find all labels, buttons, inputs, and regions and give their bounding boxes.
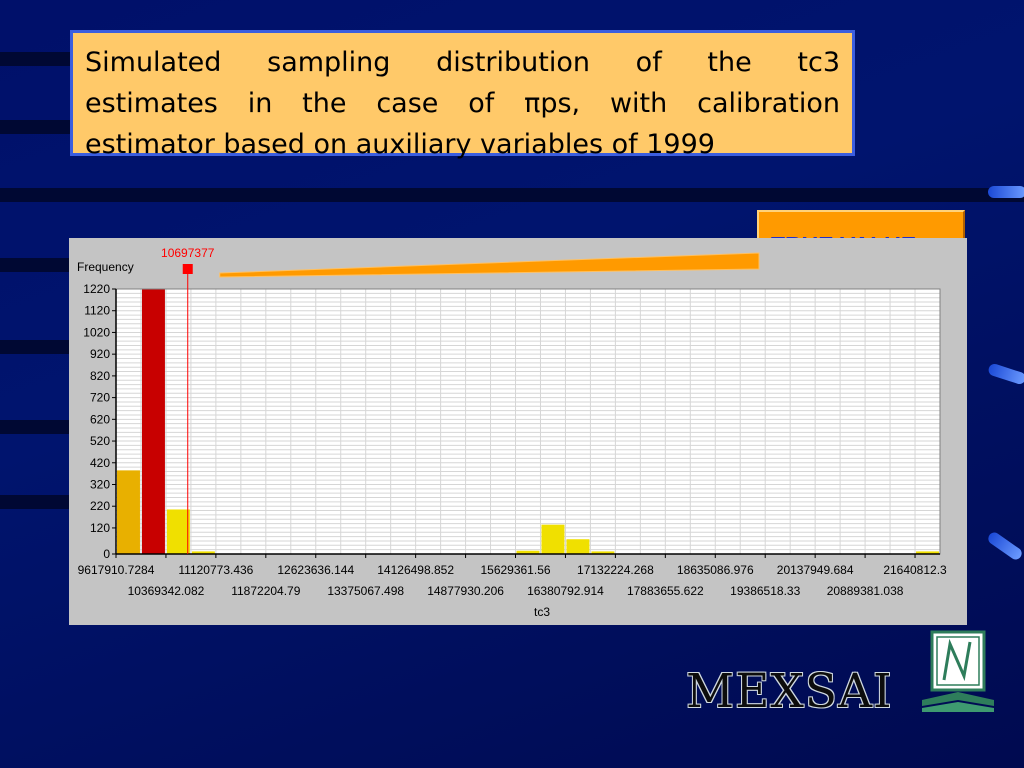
x-tick-label: 14877930.206	[427, 584, 504, 598]
mexsai-logo: MEXSAI	[686, 664, 893, 719]
x-tick-label: 14126498.852	[377, 563, 454, 577]
decor-blob	[987, 362, 1024, 386]
y-tick-label: 520	[90, 434, 110, 448]
true-value-marker-label: 10697377	[161, 246, 215, 260]
y-tick-label: 620	[90, 412, 110, 426]
y-axis-title: Frequency	[77, 260, 134, 274]
x-axis-title: tc3	[534, 605, 550, 619]
x-tick-label: 12623636.144	[277, 563, 354, 577]
histogram-bar	[166, 509, 190, 554]
decor-stripe	[0, 52, 70, 66]
mexsai-emblem-icon	[922, 630, 994, 712]
x-tick-label: 10369342.082	[128, 584, 205, 598]
x-tick-label: 11872204.79	[231, 584, 301, 598]
decor-blob	[988, 186, 1024, 198]
x-tick-label: 15629361.56	[480, 563, 550, 577]
x-tick-label: 20889381.038	[827, 584, 904, 598]
y-tick-label: 120	[90, 521, 110, 535]
histogram-bar	[516, 550, 540, 554]
y-tick-label: 820	[90, 369, 110, 383]
decor-stripe	[0, 120, 70, 134]
x-tick-label: 20137949.684	[777, 563, 854, 577]
plot-area	[116, 289, 940, 554]
y-tick-label: 1120	[84, 304, 110, 318]
y-tick-label: 320	[90, 477, 110, 491]
y-tick-label: 1220	[83, 282, 110, 296]
x-tick-label: 11120773.436	[178, 563, 253, 577]
decor-stripe	[0, 420, 70, 434]
histogram-bar	[591, 551, 615, 554]
decor-stripe	[0, 258, 70, 272]
histogram-bar	[191, 551, 215, 554]
decor-stripe	[0, 188, 1024, 202]
histogram-bar	[117, 470, 140, 554]
histogram-bar	[541, 524, 565, 554]
decor-stripe	[0, 495, 70, 509]
y-tick-label: 720	[90, 391, 110, 405]
x-tick-label: 13375067.498	[327, 584, 404, 598]
y-tick-label: 920	[90, 347, 110, 361]
title-line-1: Simulated sampling distribution of the t…	[85, 47, 840, 78]
true-value-marker	[182, 264, 193, 274]
histogram-bar	[566, 539, 590, 554]
x-tick-label: 17132224.268	[577, 563, 654, 577]
x-tick-label: 16380792.914	[527, 584, 604, 598]
histogram-panel: 0 120 220 320 420 520 620 720 820 920 1020 1120 1220…	[69, 238, 967, 625]
y-tick-label: 420	[90, 456, 110, 470]
y-tick-label: 0	[103, 547, 110, 561]
callout-pointer	[219, 252, 760, 278]
title-line-2: estimates in the case of πps, with calib…	[85, 88, 840, 119]
x-tick-label: 18635086.976	[677, 563, 754, 577]
histogram-bar	[916, 551, 939, 554]
histogram-chart: 0 120 220 320 420 520 620 720 820 920 1020 1120 1220…	[77, 246, 947, 619]
slide-title: Simulated sampling distribution of the t…	[70, 30, 855, 160]
x-tick-label: 17883655.622	[627, 584, 704, 598]
decor-blob	[985, 530, 1024, 562]
x-tick-label: 19386518.33	[730, 584, 800, 598]
x-tick-label: 21640812.3	[883, 563, 947, 577]
histogram-bar	[141, 289, 165, 554]
x-tick-label: 9617910.7284	[78, 563, 155, 577]
title-line-3: estimator based on auxiliary variables o…	[85, 129, 715, 160]
decor-stripe	[0, 340, 70, 354]
y-tick-label: 220	[90, 499, 110, 513]
y-tick-label: 1020	[83, 325, 110, 339]
